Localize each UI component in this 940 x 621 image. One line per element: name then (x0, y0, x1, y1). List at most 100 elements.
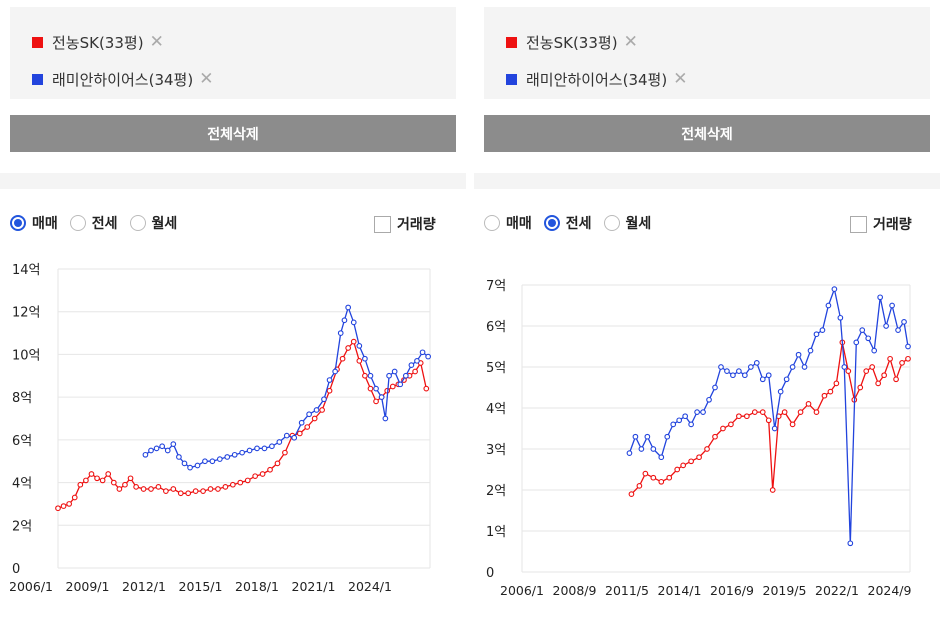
data-point[interactable] (759, 376, 766, 383)
data-point[interactable] (688, 421, 694, 428)
data-point[interactable] (202, 458, 208, 465)
data-point[interactable] (905, 343, 911, 350)
close-icon[interactable]: ✕ (149, 31, 164, 52)
volume-checkbox[interactable]: 거래량 (374, 214, 436, 234)
delete-all-button[interactable]: 전체삭제 (484, 115, 930, 152)
data-point[interactable] (71, 494, 78, 501)
data-point[interactable] (229, 481, 236, 488)
data-point[interactable] (743, 413, 750, 420)
data-point[interactable] (378, 394, 385, 400)
data-point[interactable] (626, 450, 633, 456)
data-point[interactable] (326, 377, 333, 383)
data-point[interactable] (905, 355, 911, 362)
data-point[interactable] (682, 413, 689, 420)
data-point[interactable] (306, 411, 312, 418)
data-point[interactable] (642, 470, 649, 477)
data-point[interactable] (140, 486, 147, 492)
data-point[interactable] (759, 409, 766, 415)
data-point[interactable] (313, 407, 320, 413)
data-point[interactable] (83, 477, 89, 484)
data-point[interactable] (664, 433, 671, 440)
data-point[interactable] (296, 430, 303, 437)
data-point[interactable] (367, 385, 374, 392)
radio-jeonse[interactable]: 전세 (69, 213, 118, 233)
data-point[interactable] (246, 447, 253, 454)
data-point[interactable] (185, 490, 192, 497)
data-point[interactable] (425, 353, 431, 360)
data-point[interactable] (159, 443, 166, 450)
data-point[interactable] (831, 286, 838, 292)
data-point[interactable] (833, 380, 840, 387)
data-point[interactable] (261, 445, 268, 452)
data-point[interactable] (887, 355, 893, 362)
data-point[interactable] (881, 372, 887, 379)
data-point[interactable] (638, 446, 645, 452)
data-point[interactable] (408, 362, 415, 368)
data-point[interactable] (127, 475, 134, 482)
data-point[interactable] (402, 372, 409, 379)
data-point[interactable] (194, 462, 201, 469)
data-point[interactable] (658, 454, 665, 461)
data-point[interactable] (122, 481, 128, 488)
radio-circle[interactable] (484, 215, 500, 231)
data-point[interactable] (276, 439, 283, 445)
radio-sale[interactable]: 매매 (10, 213, 58, 233)
data-point[interactable] (813, 409, 820, 415)
data-point[interactable] (821, 392, 828, 399)
data-point[interactable] (769, 487, 776, 493)
data-point[interactable] (274, 460, 281, 467)
data-point[interactable] (736, 368, 742, 374)
data-point[interactable] (110, 479, 117, 486)
checkbox-box[interactable] (850, 215, 867, 233)
data-point[interactable] (142, 451, 149, 458)
data-point[interactable] (356, 357, 363, 364)
data-point[interactable] (362, 355, 368, 362)
data-point[interactable] (857, 384, 864, 391)
data-point[interactable] (869, 364, 876, 370)
data-point[interactable] (632, 433, 639, 440)
data-point[interactable] (148, 486, 154, 492)
data-point[interactable] (345, 304, 352, 311)
data-point[interactable] (853, 339, 860, 346)
data-point[interactable] (254, 445, 260, 452)
data-point[interactable] (367, 372, 374, 379)
data-point[interactable] (382, 415, 389, 422)
data-point[interactable] (187, 464, 193, 471)
close-icon[interactable]: ✕ (673, 68, 688, 89)
data-point[interactable] (181, 460, 188, 467)
data-point[interactable] (345, 345, 352, 351)
data-point[interactable] (670, 421, 677, 428)
data-point[interactable] (339, 355, 346, 362)
data-point[interactable] (298, 419, 305, 426)
data-point[interactable] (155, 483, 162, 490)
data-point[interactable] (807, 347, 814, 354)
data-point[interactable] (771, 425, 778, 432)
data-point[interactable] (373, 385, 379, 392)
data-point[interactable] (877, 294, 884, 301)
data-point[interactable] (795, 351, 802, 358)
data-point[interactable] (244, 477, 251, 484)
data-point[interactable] (728, 421, 734, 428)
data-point[interactable] (777, 388, 784, 395)
data-point[interactable] (304, 424, 311, 430)
data-point[interactable] (267, 466, 273, 473)
radio-sale[interactable]: 매매 (484, 213, 532, 233)
data-point[interactable] (658, 478, 665, 485)
delete-all-button[interactable]: 전체삭제 (10, 115, 456, 152)
data-point[interactable] (332, 368, 338, 375)
data-point[interactable] (704, 446, 710, 452)
data-point[interactable] (805, 401, 812, 407)
close-icon[interactable]: ✕ (199, 68, 214, 89)
data-point[interactable] (386, 372, 392, 379)
data-point[interactable] (751, 409, 758, 415)
data-point[interactable] (801, 364, 808, 370)
data-point[interactable] (176, 454, 182, 460)
data-point[interactable] (94, 475, 100, 482)
radio-monthly[interactable]: 월세 (129, 213, 177, 233)
radio-circle[interactable] (543, 215, 560, 231)
data-point[interactable] (901, 319, 907, 325)
data-point[interactable] (423, 385, 430, 392)
data-point[interactable] (282, 449, 288, 456)
data-point[interactable] (644, 433, 651, 440)
data-point[interactable] (60, 503, 67, 509)
